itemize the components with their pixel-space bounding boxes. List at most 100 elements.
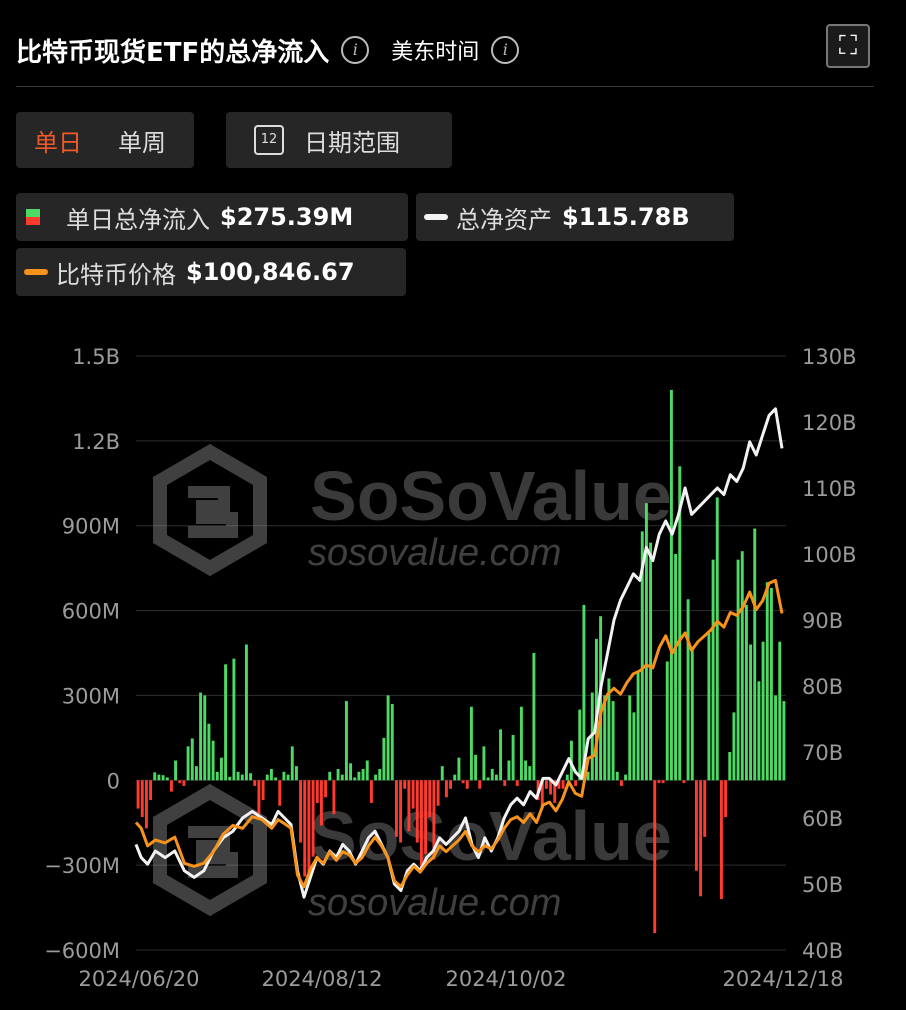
flow-bar[interactable]: [365, 760, 369, 781]
flow-bar[interactable]: [290, 746, 294, 781]
flow-bar[interactable]: [657, 780, 661, 784]
flow-bar[interactable]: [565, 774, 569, 781]
flow-bar[interactable]: [269, 768, 273, 781]
flow-bar[interactable]: [207, 723, 211, 781]
flow-bar[interactable]: [282, 771, 286, 781]
flow-bar[interactable]: [519, 706, 523, 781]
flow-bar[interactable]: [528, 766, 532, 781]
flow-bar[interactable]: [582, 604, 586, 781]
flow-bar[interactable]: [744, 604, 748, 781]
flow-bar[interactable]: [344, 701, 348, 781]
flow-bar[interactable]: [374, 774, 378, 781]
flow-bar[interactable]: [540, 780, 544, 809]
flow-bar[interactable]: [515, 780, 519, 786]
flow-bar[interactable]: [415, 780, 419, 843]
flow-bar[interactable]: [511, 735, 515, 781]
flow-bar[interactable]: [299, 780, 303, 843]
flow-bar[interactable]: [736, 559, 740, 781]
flow-bar[interactable]: [503, 780, 507, 786]
flow-bar[interactable]: [682, 780, 686, 784]
flow-bar[interactable]: [349, 763, 353, 781]
flow-bar[interactable]: [382, 737, 386, 781]
flow-bar[interactable]: [215, 771, 219, 781]
flow-bar[interactable]: [728, 752, 732, 781]
flow-bar[interactable]: [240, 774, 244, 781]
flow-bar[interactable]: [557, 780, 561, 789]
flow-bar[interactable]: [457, 757, 461, 781]
flow-bar[interactable]: [157, 774, 161, 781]
flow-bar[interactable]: [765, 582, 769, 781]
flow-bar[interactable]: [474, 754, 478, 781]
legend-flow[interactable]: 单日总净流入 $275.39M: [16, 193, 408, 241]
flow-bar[interactable]: [144, 780, 148, 829]
flow-bar[interactable]: [419, 780, 423, 871]
flow-bar[interactable]: [640, 531, 644, 781]
info-icon[interactable]: i: [491, 36, 520, 64]
flow-bar[interactable]: [449, 780, 453, 789]
flow-bar[interactable]: [678, 466, 682, 781]
flow-bar[interactable]: [544, 780, 548, 789]
flow-bar[interactable]: [653, 780, 657, 934]
flow-bar[interactable]: [328, 771, 332, 781]
flow-bar[interactable]: [636, 672, 640, 781]
flow-bar[interactable]: [524, 760, 528, 781]
legend-price[interactable]: 比特币价格 $100,846.67: [16, 248, 406, 296]
flow-bar[interactable]: [469, 706, 473, 781]
flow-bar[interactable]: [749, 644, 753, 781]
flow-bar[interactable]: [724, 780, 728, 818]
flow-bar[interactable]: [294, 766, 298, 781]
flow-bar[interactable]: [461, 780, 465, 784]
flow-bar[interactable]: [711, 559, 715, 781]
weekly-tab[interactable]: 单周: [118, 128, 166, 157]
flow-bar[interactable]: [715, 497, 719, 781]
flow-bar[interactable]: [494, 774, 498, 781]
flow-bar[interactable]: [644, 503, 648, 781]
flow-bar[interactable]: [411, 780, 415, 809]
flow-bar[interactable]: [190, 738, 194, 781]
flow-bar[interactable]: [674, 554, 678, 781]
flow-bar[interactable]: [336, 768, 340, 781]
flow-bar[interactable]: [699, 780, 703, 897]
flow-bar[interactable]: [482, 746, 486, 781]
flow-bar[interactable]: [549, 780, 553, 795]
flow-bar[interactable]: [174, 760, 178, 781]
date-range-button[interactable]: 12 日期范围: [226, 112, 452, 168]
flow-bar[interactable]: [315, 780, 319, 803]
flow-bar[interactable]: [199, 692, 203, 781]
flow-bar[interactable]: [615, 771, 619, 781]
flow-bar[interactable]: [178, 780, 182, 784]
flow-bar[interactable]: [574, 780, 578, 786]
flow-bar[interactable]: [465, 780, 469, 789]
flow-bar[interactable]: [403, 780, 407, 789]
flow-bar[interactable]: [165, 777, 169, 781]
flow-bar[interactable]: [249, 773, 253, 781]
flow-bar[interactable]: [669, 389, 673, 781]
info-icon[interactable]: i: [341, 36, 370, 64]
flow-bar[interactable]: [619, 780, 623, 786]
flow-bar[interactable]: [665, 661, 669, 781]
flow-bar[interactable]: [532, 653, 536, 781]
flow-bar[interactable]: [311, 780, 315, 857]
expand-icon[interactable]: ⛶: [826, 24, 870, 68]
flow-bar[interactable]: [186, 746, 190, 781]
flow-bar[interactable]: [703, 780, 707, 837]
flow-bar[interactable]: [719, 780, 723, 900]
flow-bar[interactable]: [261, 780, 265, 801]
flow-bar[interactable]: [399, 780, 403, 843]
flow-bar[interactable]: [236, 771, 240, 781]
flow-bar[interactable]: [257, 780, 261, 815]
assets-line[interactable]: [134, 407, 784, 899]
flow-bar[interactable]: [607, 678, 611, 781]
flow-bar[interactable]: [219, 757, 223, 781]
flow-bar[interactable]: [586, 771, 590, 781]
flow-bar[interactable]: [561, 780, 565, 789]
flow-bar[interactable]: [632, 712, 636, 781]
flow-bar[interactable]: [390, 703, 394, 781]
flow-bar[interactable]: [707, 633, 711, 781]
flow-bar[interactable]: [361, 768, 365, 781]
flow-bar[interactable]: [194, 766, 198, 781]
flow-bar[interactable]: [732, 712, 736, 781]
flow-bar[interactable]: [161, 775, 165, 781]
flow-bar[interactable]: [507, 760, 511, 781]
flow-bar[interactable]: [740, 551, 744, 781]
